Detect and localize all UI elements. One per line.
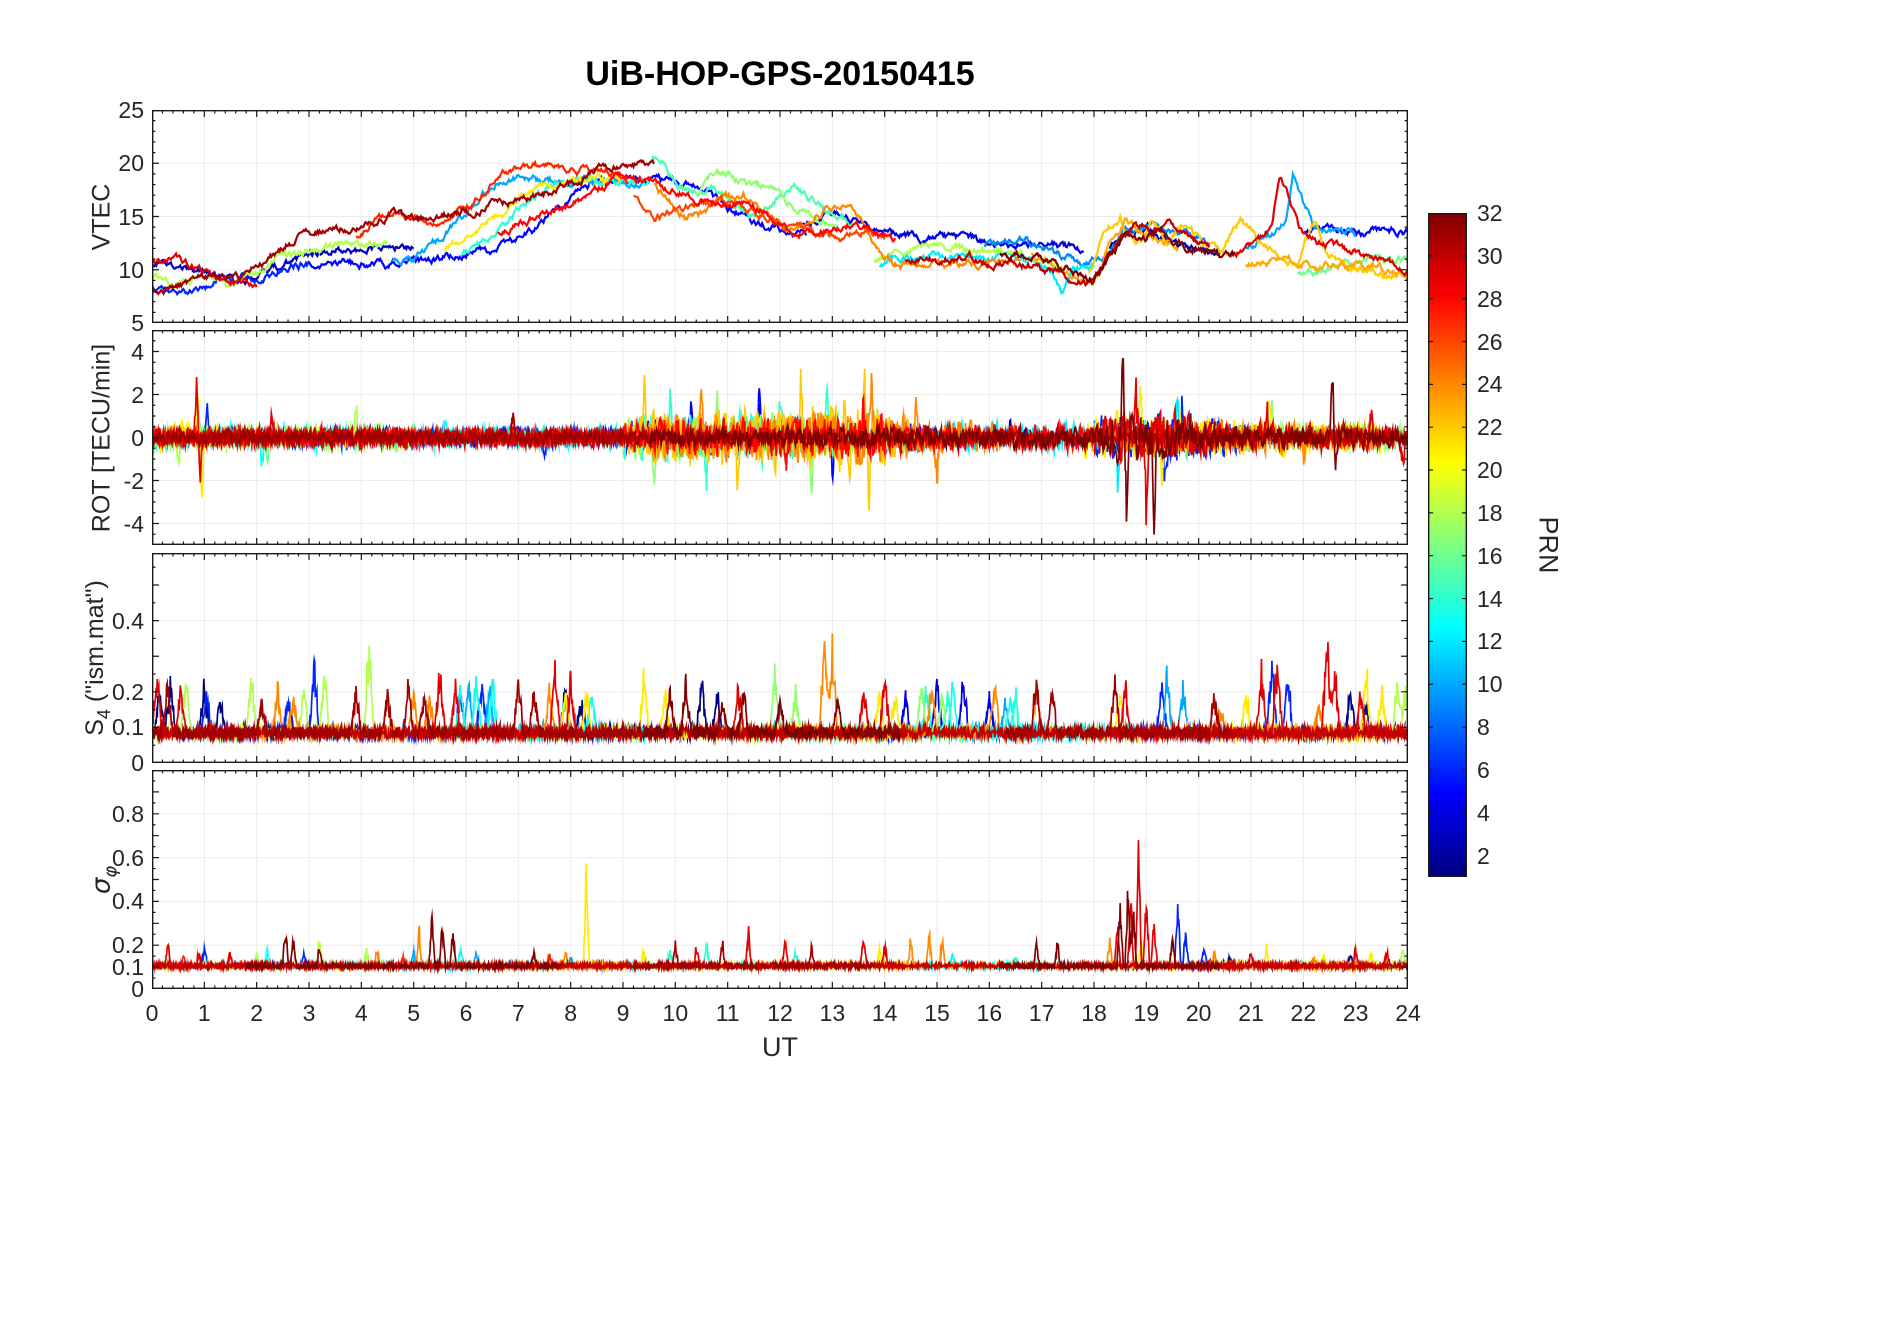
colorbar-tick-label: 28 [1477,285,1503,312]
colorbar-tick-label: 32 [1477,200,1503,226]
y-tick-label: 20 [118,150,144,177]
y-tick-label: 0.2 [112,932,144,959]
colorbar-tick-label: 26 [1477,328,1503,355]
y-tick-label: 4 [131,338,144,365]
colorbar-tick-label: 20 [1477,457,1503,484]
x-tick-label: 9 [616,1000,630,1026]
x-tick-label: 8 [564,1000,578,1026]
colorbar-tick-label: 2 [1477,842,1490,869]
x-tick-label: 4 [354,1000,368,1026]
colorbar-label: PRN [1533,516,1564,574]
y-tick-label: 0.4 [112,888,144,915]
y-tick-label: 0.6 [112,844,144,871]
rot-plot-canvas [152,330,1408,545]
x-tick-label: 20 [1185,1000,1212,1026]
y-tick-label: 5 [131,310,144,336]
y-tick-label: 0.8 [112,800,144,827]
ylabel-s4: S4 ("ism.mat") [81,580,115,736]
x-tick-label: 12 [767,1000,793,1026]
y-tick-label: -4 [123,510,144,537]
chart-title: UiB-HOP-GPS-20150415 [585,55,975,93]
colorbar-tick-label: 8 [1477,714,1490,741]
colorbar-tick-label: 10 [1477,671,1503,698]
x-tick-label: 23 [1342,1000,1369,1026]
x-tick-label: 17 [1028,1000,1055,1026]
x-tick-label: 11 [715,1000,740,1026]
x-tick-label: 24 [1395,1000,1421,1026]
colorbar-tick-label: 4 [1477,799,1490,826]
x-tick-label: 2 [250,1000,264,1026]
x-tick-label: 22 [1290,1000,1317,1026]
y-tick-label: 0.1 [112,954,144,981]
x-tick-label: 7 [511,1000,525,1026]
colorbar-tick-label: 16 [1477,542,1503,569]
x-tick-label: 6 [459,1000,473,1026]
y-tick-label: 25 [118,97,144,123]
x-tick-label: 5 [407,1000,421,1026]
colorbar-tick-label: 22 [1477,414,1503,441]
x-tick-label: 3 [302,1000,316,1026]
y-tick-label: 0.4 [112,607,144,634]
x-tick-label: 13 [819,1000,846,1026]
y-tick-label: 0.1 [112,714,144,741]
x-tick-label: 18 [1081,1000,1107,1026]
x-tick-label: 16 [976,1000,1003,1026]
colorbar-tick-label: 14 [1477,585,1503,612]
colorbar-canvas [1428,213,1467,877]
colorbar-tick-label: 18 [1477,499,1503,526]
y-tick-label: 0 [131,976,144,1002]
x-tick-label: 19 [1133,1000,1160,1026]
colorbar-tick-label: 6 [1477,756,1490,783]
x-tick-label: 14 [871,1000,898,1026]
colorbar-tick-label: 12 [1477,628,1503,655]
x-tick-label: 10 [662,1000,689,1026]
s4-plot-canvas [152,553,1408,763]
x-axis-label: UT [762,1032,798,1062]
colorbar-tick-label: 30 [1477,242,1503,269]
colorbar-tick-label: 24 [1477,371,1503,398]
y-tick-label: 0.2 [112,678,144,705]
y-tick-label: 10 [118,256,144,283]
y-tick-label: 2 [131,381,144,408]
x-tick-label: 15 [924,1000,950,1026]
y-tick-label: 15 [118,203,144,230]
x-tick-label: 0 [145,1000,159,1026]
sigma_phi-plot-canvas [152,770,1408,989]
vtec-plot-canvas [152,110,1408,323]
x-tick-label: 1 [197,1000,211,1026]
y-tick-label: 0 [131,424,144,451]
y-tick-label: -2 [123,467,144,494]
x-tick-label: 21 [1238,1000,1264,1026]
y-tick-label: 0 [131,750,144,776]
